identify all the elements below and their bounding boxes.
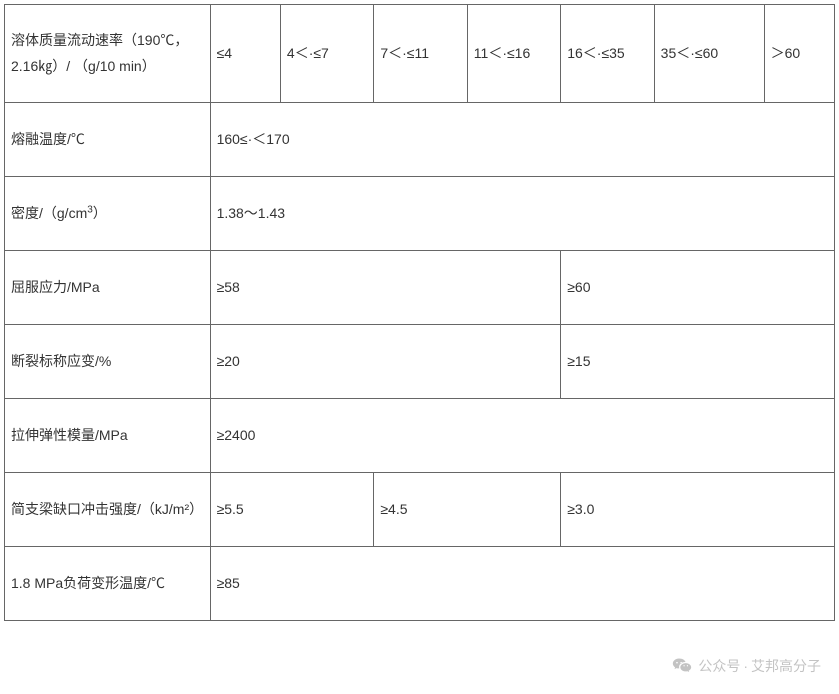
watermark-prefix: 公众号 [698, 658, 740, 674]
row-label: 断裂标称应变/% [5, 325, 211, 399]
table-row: 简支梁缺口冲击强度/（kJ/m²）≥5.5≥4.5≥3.0 [5, 473, 835, 547]
cell: ≥15 [561, 325, 835, 399]
wechat-icon [672, 656, 692, 676]
cell: ≥3.0 [561, 473, 835, 547]
row-label: 密度/（g/cm3） [5, 177, 211, 251]
cell: ≤4 [210, 5, 280, 103]
cell: ≥2400 [210, 399, 834, 473]
cell: ≥4.5 [374, 473, 561, 547]
cell: 4＜·≤7 [280, 5, 373, 103]
table-row: 拉伸弹性模量/MPa≥2400 [5, 399, 835, 473]
cell: 1.38～1.43 [210, 177, 834, 251]
watermark-text: 公众号·艾邦高分子 [698, 656, 821, 676]
table-row: 熔融温度/℃160≤·＜170 [5, 103, 835, 177]
cell: ≥85 [210, 547, 834, 621]
material-properties-table: 溶体质量流动速率（190℃，2.16㎏）/ （g/10 min）≤44＜·≤77… [4, 4, 835, 621]
watermark: 公众号·艾邦高分子 [672, 656, 821, 676]
cell: 35＜·≤60 [654, 5, 764, 103]
cell: 160≤·＜170 [210, 103, 834, 177]
cell: ＞60 [764, 5, 834, 103]
cell: 16＜·≤35 [561, 5, 654, 103]
row-label: 屈服应力/MPa [5, 251, 211, 325]
table-row: 屈服应力/MPa≥58≥60 [5, 251, 835, 325]
cell: 11＜·≤16 [467, 5, 560, 103]
cell: ≥5.5 [210, 473, 374, 547]
cell: ≥20 [210, 325, 561, 399]
table-row: 1.8 MPa负荷变形温度/℃≥85 [5, 547, 835, 621]
row-label: 简支梁缺口冲击强度/（kJ/m²） [5, 473, 211, 547]
table-row: 断裂标称应变/%≥20≥15 [5, 325, 835, 399]
row-label: 1.8 MPa负荷变形温度/℃ [5, 547, 211, 621]
row-label: 溶体质量流动速率（190℃，2.16㎏）/ （g/10 min） [5, 5, 211, 103]
cell: ≥60 [561, 251, 835, 325]
row-label: 拉伸弹性模量/MPa [5, 399, 211, 473]
watermark-sep: · [743, 658, 748, 674]
cell: 7＜·≤11 [374, 5, 467, 103]
table-row: 溶体质量流动速率（190℃，2.16㎏）/ （g/10 min）≤44＜·≤77… [5, 5, 835, 103]
cell: ≥58 [210, 251, 561, 325]
watermark-name: 艾邦高分子 [751, 658, 821, 674]
table-row: 密度/（g/cm3）1.38～1.43 [5, 177, 835, 251]
row-label: 熔融温度/℃ [5, 103, 211, 177]
